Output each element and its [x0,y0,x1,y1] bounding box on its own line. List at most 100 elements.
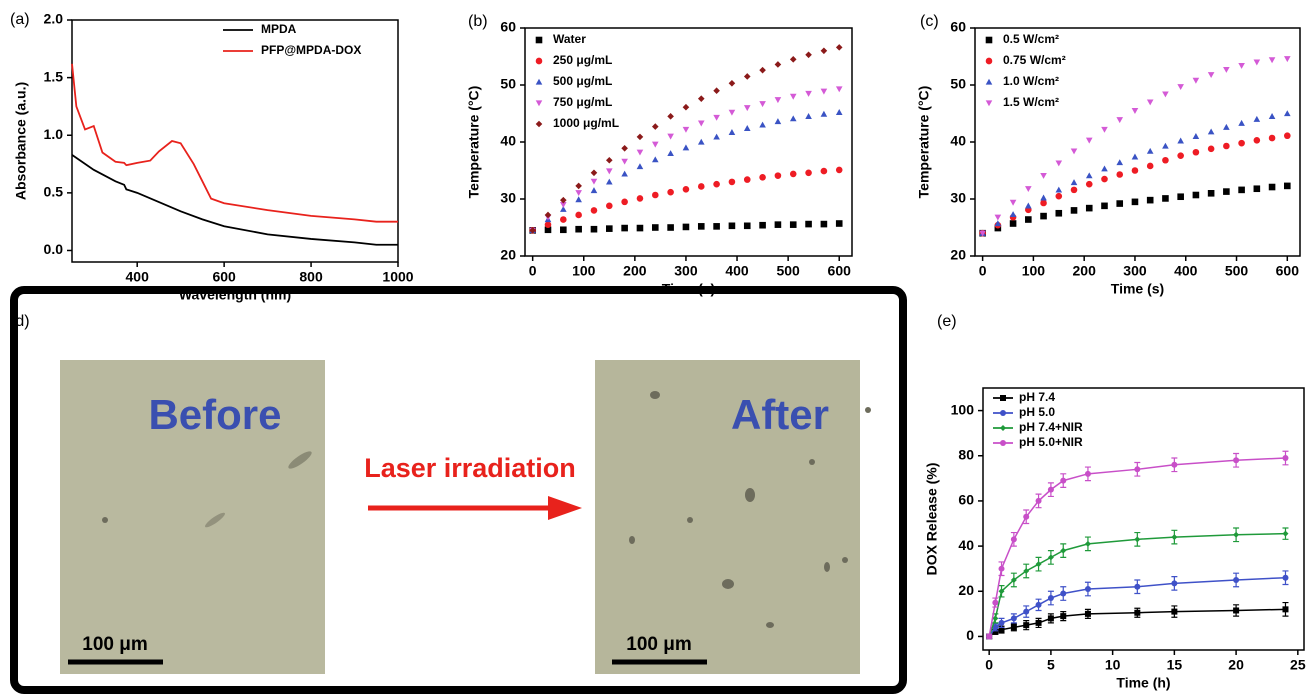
marker [1223,142,1230,150]
marker [575,196,582,203]
marker [1207,190,1215,197]
x-tick-label: 10 [1105,657,1121,673]
legend-marker [535,100,543,107]
marker [1177,137,1184,144]
speckles [102,391,871,628]
panel-d: (d) Before After Laser irradiation 100 μ… [10,286,907,694]
series-line [71,63,398,223]
x-tick-label: 300 [1123,263,1147,279]
marker [789,221,797,228]
marker [697,120,705,127]
marker [682,144,690,151]
marker [636,149,644,156]
legend-marker [1000,440,1006,446]
marker [1023,622,1030,629]
x-axis-title: Wavelength (nm) [179,287,291,303]
marker [835,220,843,227]
marker [560,216,567,223]
marker [667,150,674,157]
marker [789,115,797,122]
marker [1009,220,1017,227]
marker [805,220,812,228]
marker [1035,561,1042,568]
legend-label: pH 7.4+NIR [1019,420,1083,434]
marker [529,227,536,234]
marker [1116,117,1124,124]
x-tick-label: 25 [1290,657,1306,673]
micrograph-after [595,360,860,674]
marker [1060,547,1067,554]
marker [1009,211,1017,218]
marker [728,129,736,135]
marker [820,88,828,95]
marker [774,172,782,179]
marker [743,176,751,183]
marker [994,220,1002,227]
marker [606,225,613,232]
marker [1035,619,1042,626]
y-tick-label: 1.5 [44,68,64,84]
marker [1192,148,1200,156]
marker [1268,134,1276,142]
marker [1223,123,1230,130]
marker [1284,56,1291,63]
marker [1207,145,1215,153]
marker [1009,199,1017,206]
marker [1116,159,1124,166]
marker [697,95,705,102]
marker [1010,615,1017,622]
x-axis-title: Time (s) [1111,281,1164,297]
marker [1131,108,1139,114]
legend-marker [985,78,993,85]
marker [636,163,644,170]
marker [805,51,812,59]
marker [606,202,613,210]
marker [835,109,843,115]
marker [820,167,828,175]
marker [1134,536,1141,543]
marker [1171,461,1178,468]
marker [1223,66,1230,73]
marker [590,187,598,194]
marker [1207,128,1215,135]
marker [835,86,843,93]
marker [1070,148,1078,155]
marker [992,624,999,631]
marker [805,113,812,119]
marker [1047,554,1054,561]
x-tick-label: 500 [1225,263,1249,279]
x-tick-label: 400 [126,269,150,285]
marker [1268,57,1276,64]
marker [1055,160,1063,167]
marker [1282,530,1289,537]
legend-marker [1000,425,1006,431]
y-tick-label: 20 [958,582,974,598]
marker [651,123,659,130]
marker [1131,153,1139,160]
x-tick-label: 800 [299,269,323,285]
marker [636,224,644,232]
marker [1035,601,1042,608]
y-tick-label: 0.0 [44,241,64,257]
marker [697,223,705,230]
marker [697,183,705,190]
marker [1055,209,1063,217]
marker [1162,195,1169,202]
x-tick-label: 15 [1167,657,1183,673]
marker [1060,477,1067,484]
legend-marker [1000,410,1006,416]
plot-frame [71,19,399,263]
marker [667,133,674,140]
marker [651,141,659,148]
marker [1010,624,1017,631]
marker [1131,198,1139,206]
marker [820,110,828,117]
legend-label: pH 5.0 [1019,405,1055,419]
marker [1253,185,1261,193]
marker [621,170,628,177]
x-tick-label: 100 [1022,263,1046,279]
marker [1171,534,1178,541]
marker [1035,497,1042,504]
marker [835,44,843,51]
